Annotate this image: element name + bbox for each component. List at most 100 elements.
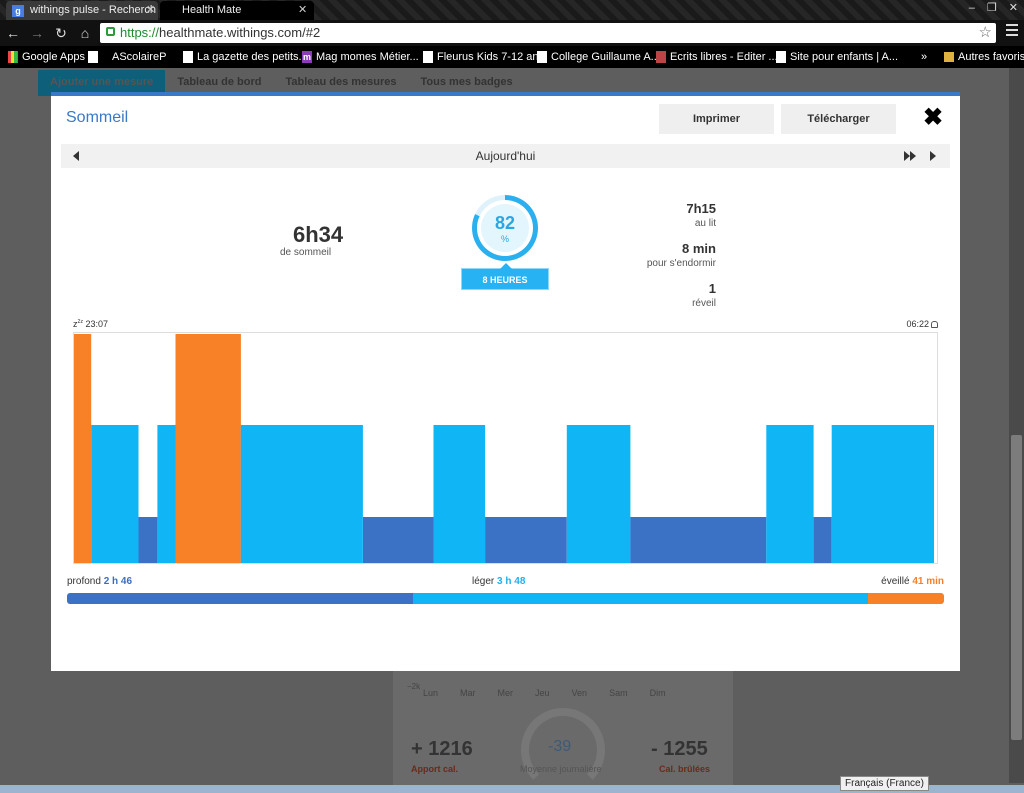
average-gauge: [521, 708, 605, 792]
page-icon: [88, 51, 98, 63]
day-label: Jeu: [535, 688, 550, 698]
sleep-segment-deep: [138, 517, 158, 563]
previous-day-icon[interactable]: [73, 151, 79, 161]
sleep-segment-awake: [175, 334, 241, 563]
sleep-total-label: de sommeil: [280, 247, 332, 258]
minimize-icon[interactable]: –: [968, 2, 975, 14]
home-icon[interactable]: ⌂: [80, 25, 90, 41]
time-to-sleep-value: 8 min: [682, 241, 716, 256]
window-controls: – ❐ ✕: [969, 0, 1018, 18]
sleep-segment-deep: [363, 517, 434, 563]
download-button[interactable]: Télécharger: [781, 104, 896, 134]
intake-label: Apport cal.: [411, 764, 459, 774]
close-icon[interactable]: ✖: [922, 104, 944, 131]
intake-value: + 1216: [411, 738, 473, 760]
tab-health-mate[interactable]: Health Mate ✕: [160, 1, 314, 20]
page-scrollbar[interactable]: [1009, 68, 1024, 783]
more-bookmarks-icon[interactable]: »: [921, 51, 928, 63]
score-unit: %: [500, 234, 509, 244]
address-bar[interactable]: https://healthmate.withings.com/#2 ☆: [100, 23, 996, 43]
next-day-icon[interactable]: [930, 151, 936, 161]
sleep-segment-awake: [74, 334, 92, 563]
sleep-segment-deep: [630, 517, 767, 563]
calories-card: −2k Lun Mar Mer Jeu Ven Sam Dim + 1216 A…: [393, 668, 733, 793]
page-icon: [423, 51, 433, 63]
average-label: Moyenne journalière: [520, 764, 602, 774]
book-icon: [656, 51, 666, 63]
distribution-segment-awake: [867, 593, 944, 604]
sleep-segment-deep: [813, 517, 832, 563]
sleep-chart: zzz 23:07 06:22: [73, 319, 938, 564]
forward-icon[interactable]: →: [30, 25, 44, 41]
end-time-label: 06:22: [906, 319, 929, 329]
start-time: zzz 23:07: [73, 319, 108, 329]
axis-low-label: −2k: [407, 682, 421, 691]
time-in-bed-value: 7h15: [686, 201, 716, 216]
sleep-score-ring: 82 %: [472, 195, 538, 261]
tab-title: Health Mate: [182, 4, 242, 16]
legend-light-label: léger: [472, 576, 495, 587]
bookmark-item[interactable]: College Guillaume A...: [537, 50, 660, 64]
legend-light-value: 3 h 48: [497, 576, 526, 587]
page-icon: [183, 51, 193, 63]
restore-icon[interactable]: ❐: [986, 2, 997, 14]
tab-close-icon[interactable]: ✕: [146, 4, 156, 16]
legend-awake-label: éveillé: [881, 576, 910, 587]
bookmark-star-icon[interactable]: ☆: [978, 24, 992, 41]
goal-badge[interactable]: 8 HEURES: [461, 263, 549, 290]
date-label: Aujourd'hui: [475, 149, 536, 163]
sleep-segment-light: [766, 425, 814, 563]
language-tooltip: Français (France): [840, 776, 929, 791]
score-ring-inner: 82 %: [477, 200, 533, 256]
sleep-modal: Sommeil Imprimer Télécharger ✖ Aujourd'h…: [51, 92, 960, 671]
nav-measures-table: Tableau des mesures: [285, 76, 397, 88]
add-measure-button: Ajouter une mesure: [38, 70, 166, 96]
tab-withings-search[interactable]: g withings pulse - Recherch ✕: [6, 1, 158, 20]
burned-value: - 1255: [651, 738, 708, 760]
sleep-zz-icon: zzz: [73, 319, 83, 329]
page-icon: [776, 51, 786, 63]
day-label: Dim: [649, 688, 666, 698]
google-favicon-icon: g: [12, 5, 24, 17]
day-label: Lun: [423, 688, 439, 698]
print-button[interactable]: Imprimer: [659, 104, 774, 134]
date-navigation: Aujourd'hui: [61, 144, 950, 168]
folder-icon: [944, 52, 954, 62]
start-time-label: 23:07: [85, 319, 109, 329]
bookmark-folder[interactable]: Autres favoris: [944, 50, 1024, 64]
reload-icon[interactable]: ↻: [55, 25, 67, 41]
tab-close-icon[interactable]: ✕: [298, 4, 308, 16]
bookmark-item[interactable]: Fleurus Kids 7-12 ans: [423, 50, 544, 64]
sleep-segment-light: [831, 425, 934, 563]
browser-menu-icon[interactable]: [1006, 24, 1018, 36]
legend-awake-value: 41 min: [912, 576, 944, 587]
url-text[interactable]: https://healthmate.withings.com/#2: [120, 25, 321, 40]
hypnogram[interactable]: [73, 332, 938, 564]
page-icon: [537, 51, 547, 63]
close-window-icon[interactable]: ✕: [1008, 2, 1018, 14]
apps-grid-icon: [8, 51, 18, 63]
time-to-sleep-label: pour s'endormir: [646, 258, 716, 269]
wakeups-value: 1: [708, 281, 716, 296]
scroll-thumb[interactable]: [1011, 435, 1022, 740]
back-icon[interactable]: ←: [6, 25, 20, 41]
stage-distribution-bar: [67, 593, 944, 604]
legend-deep-value: 2 h 46: [103, 576, 133, 587]
lock-icon: [106, 27, 115, 36]
bookmark-item[interactable]: m Mag momes Métier...: [302, 51, 419, 63]
bookmark-item[interactable]: AScolaireP: [88, 50, 166, 64]
bookmark-item[interactable]: Google Apps: [8, 50, 85, 64]
alarm-bell-icon: [931, 321, 938, 328]
bookmark-item[interactable]: Site pour enfants | A...: [776, 50, 898, 64]
sleep-segment-light: [157, 425, 176, 563]
burned-label: Cal. brûlées: [659, 764, 711, 774]
wakeups-label: réveil: [692, 298, 716, 309]
legend-awake: éveillé 41 min: [881, 576, 944, 587]
legend-deep-label: profond: [67, 576, 101, 587]
legend-deep: profond 2 h 46: [67, 576, 132, 587]
fast-forward-icon[interactable]: [904, 151, 918, 161]
time-in-bed-label: au lit: [694, 218, 716, 229]
bookmark-item[interactable]: Ecrits libres - Editer ...: [656, 50, 778, 64]
end-time: 06:22: [906, 319, 938, 329]
bookmark-item[interactable]: La gazette des petits...: [183, 50, 308, 64]
